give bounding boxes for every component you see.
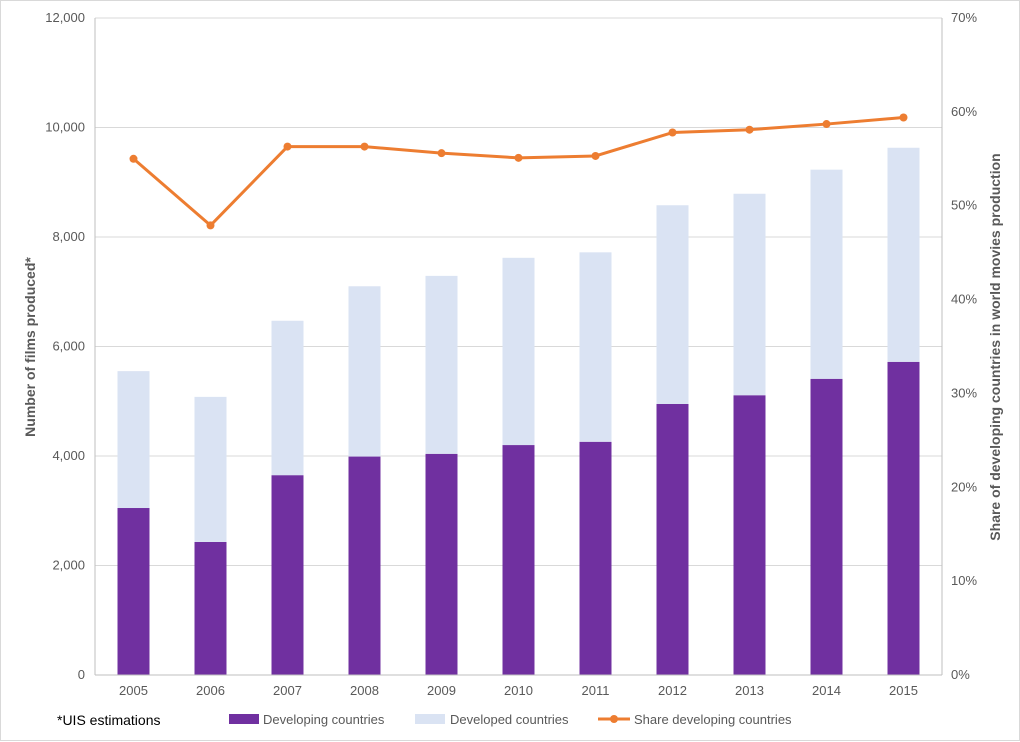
share-point-2013 [745, 125, 754, 134]
bar-developing-2006 [194, 541, 227, 675]
y-tick-label: 8,000 [52, 229, 85, 244]
axes: 0 2,000 4,000 6,000 8,000 10,000 12,000 0% 10% 20… [45, 10, 977, 698]
bar-developed-2014 [810, 169, 843, 379]
x-tick-label: 2015 [889, 683, 918, 698]
share-point-2009 [437, 149, 446, 158]
share-point-2006 [206, 221, 215, 230]
x-tick-label: 2011 [582, 683, 610, 698]
legend-swatch-developing [229, 714, 259, 724]
bar-developed-2009 [425, 275, 458, 454]
share-point-2015 [899, 113, 908, 122]
line-series [129, 113, 908, 230]
bar-developed-2010 [502, 257, 535, 446]
bar-developing-2008 [348, 456, 381, 675]
footnote: *UIS estimations [57, 712, 160, 728]
y-axis-title: Number of films produced* [22, 257, 38, 437]
y-tick-label: 12,000 [45, 10, 85, 25]
x-tick-label: 2010 [504, 683, 533, 698]
legend: Developing countries Developed countries… [229, 712, 792, 727]
bar-developing-2015 [887, 361, 920, 675]
bar-developing-2009 [425, 453, 458, 675]
share-point-2011 [591, 151, 600, 160]
bar-developed-2012 [656, 205, 689, 404]
x-tick-label: 2014 [812, 683, 841, 698]
x-tick-label: 2009 [427, 683, 456, 698]
y-tick-label: 10,000 [45, 120, 85, 135]
bar-developing-2011 [579, 441, 612, 675]
y2-tick-label: 60% [951, 104, 977, 119]
share-point-2014 [822, 120, 831, 129]
bar-developing-2014 [810, 378, 843, 675]
y-tick-label: 6,000 [52, 339, 85, 354]
share-point-2005 [129, 154, 138, 163]
legend-swatch-developed [415, 714, 445, 724]
x-tick-label: 2008 [350, 683, 379, 698]
bar-developing-2013 [733, 395, 766, 675]
bar-series [117, 147, 920, 675]
bar-developed-2005 [117, 371, 150, 509]
x-tick-label: 2006 [196, 683, 225, 698]
bar-developed-2008 [348, 286, 381, 457]
legend-label-developing: Developing countries [263, 712, 385, 727]
share-point-2010 [514, 153, 523, 162]
bar-developing-2012 [656, 403, 689, 675]
y-tick-label: 2,000 [52, 558, 85, 573]
x-tick-label: 2005 [119, 683, 148, 698]
y2-tick-label: 50% [951, 198, 977, 213]
bar-developed-2006 [194, 396, 227, 542]
y2-tick-label: 30% [951, 385, 977, 400]
y-tick-label: 4,000 [52, 448, 85, 463]
bar-developed-2007 [271, 320, 304, 476]
share-point-2012 [668, 128, 677, 137]
bar-developing-2007 [271, 475, 304, 675]
bar-developed-2015 [887, 147, 920, 362]
bar-developed-2011 [579, 252, 612, 442]
y2-tick-label: 40% [951, 292, 977, 307]
bar-developing-2010 [502, 445, 535, 675]
bar-developed-2013 [733, 193, 766, 396]
y2-tick-label: 0% [951, 667, 970, 682]
x-tick-label: 2007 [273, 683, 302, 698]
share-point-2007 [283, 142, 292, 151]
x-tick-label: 2013 [735, 683, 764, 698]
y-tick-label: 0 [78, 667, 85, 682]
share-point-2008 [360, 142, 369, 151]
legend-label-developed: Developed countries [450, 712, 569, 727]
share-line [132, 115, 904, 227]
y2-axis-title: Share of developing countries in world m… [987, 153, 1003, 540]
bar-developing-2005 [117, 508, 150, 675]
legend-label-share: Share developing countries [634, 712, 792, 727]
y2-tick-label: 70% [951, 10, 977, 25]
legend-swatch-share-marker [610, 715, 618, 723]
x-tick-label: 2012 [658, 683, 687, 698]
y2-tick-label: 20% [951, 479, 977, 494]
y2-tick-label: 10% [951, 573, 977, 588]
